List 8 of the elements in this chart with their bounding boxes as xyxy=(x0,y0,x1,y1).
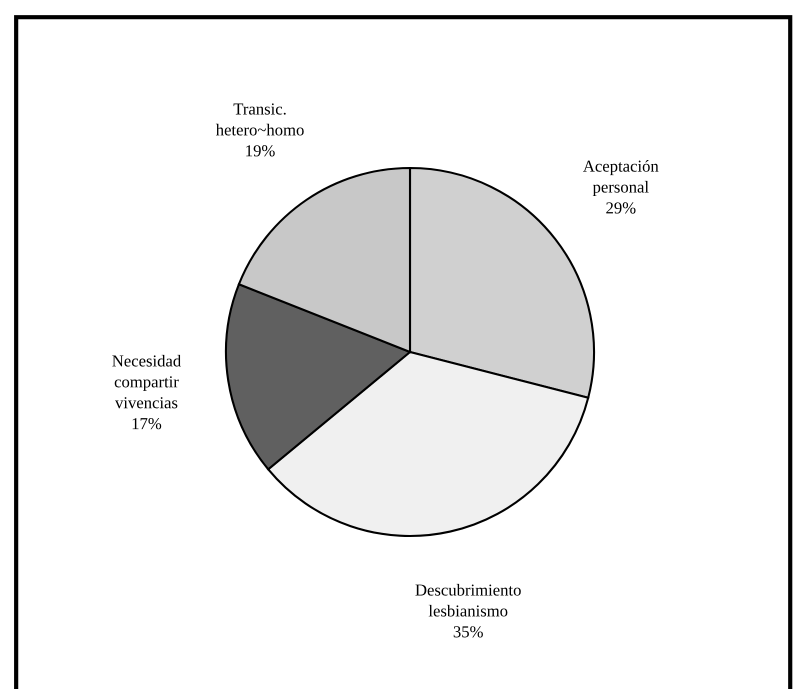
data-label: 35% xyxy=(454,626,483,638)
slice-label: Descubrimiento lesbianismo xyxy=(415,584,521,617)
slice-label: Transic. hetero~homo xyxy=(216,103,304,136)
slice-label: Aceptación personal xyxy=(583,160,658,196)
data-label: 29% xyxy=(606,202,636,214)
slice-label: Necesidad compartir vivencias xyxy=(112,354,181,408)
data-label: 17% xyxy=(132,418,162,430)
data-label: 19% xyxy=(246,145,275,156)
